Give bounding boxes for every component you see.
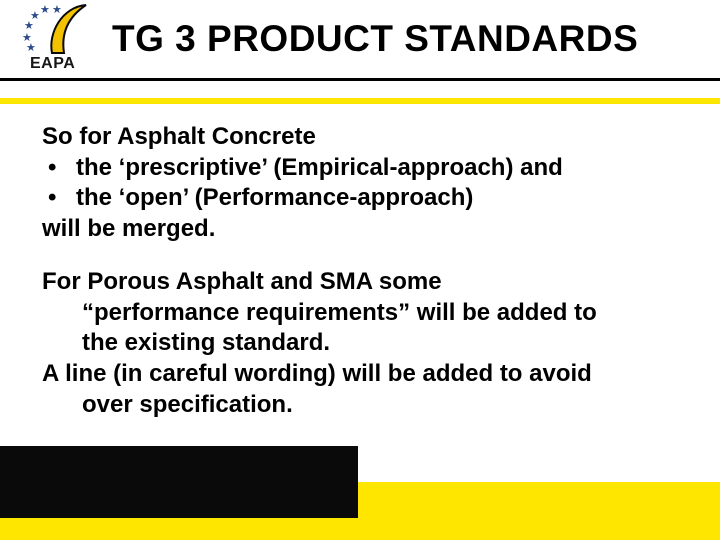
divider-yellow bbox=[0, 98, 720, 104]
p2-indent: “performance requirements” will be added… bbox=[42, 298, 692, 359]
slide: ★ ★ ★ ★ ★ ★ EAPA TG 3 PRODUCT STANDARDS … bbox=[0, 0, 720, 540]
bullet-icon: • bbox=[42, 183, 76, 214]
slide-title: TG 3 PRODUCT STANDARDS bbox=[112, 18, 638, 60]
logo-swoosh-icon bbox=[46, 3, 94, 55]
p2-indent-line-2: the existing standard. bbox=[82, 328, 692, 359]
divider-black bbox=[0, 78, 720, 81]
bullet-item: • the ‘prescriptive’ (Empirical-approach… bbox=[42, 153, 692, 184]
footer-dark-panel bbox=[0, 446, 358, 518]
bullet-item: • the ‘open’ (Performance-approach) bbox=[42, 183, 692, 214]
paragraph-2: For Porous Asphalt and SMA some “perform… bbox=[42, 267, 692, 421]
p1-bullet-1: the ‘prescriptive’ (Empirical-approach) … bbox=[76, 153, 563, 184]
p2-indent-line-1: “performance requirements” will be added… bbox=[82, 298, 692, 329]
bullet-icon: • bbox=[42, 153, 76, 184]
star-icon: ★ bbox=[30, 11, 40, 21]
paragraph-1: So for Asphalt Concrete • the ‘prescript… bbox=[42, 122, 692, 245]
slide-body: So for Asphalt Concrete • the ‘prescript… bbox=[42, 122, 692, 442]
p2-line-2b: over specification. bbox=[42, 390, 692, 421]
logo-text: EAPA bbox=[30, 55, 75, 73]
p2-line-2a: A line (in careful wording) will be adde… bbox=[42, 359, 692, 390]
star-icon: ★ bbox=[24, 21, 34, 31]
p1-tail: will be merged. bbox=[42, 214, 692, 245]
p2-lead: For Porous Asphalt and SMA some bbox=[42, 267, 692, 298]
star-icon: ★ bbox=[26, 43, 36, 53]
eapa-logo: ★ ★ ★ ★ ★ ★ EAPA bbox=[16, 5, 102, 75]
header: ★ ★ ★ ★ ★ ★ EAPA TG 3 PRODUCT STANDARDS bbox=[0, 0, 720, 78]
p1-lead: So for Asphalt Concrete bbox=[42, 122, 692, 153]
p1-bullet-2: the ‘open’ (Performance-approach) bbox=[76, 183, 473, 214]
